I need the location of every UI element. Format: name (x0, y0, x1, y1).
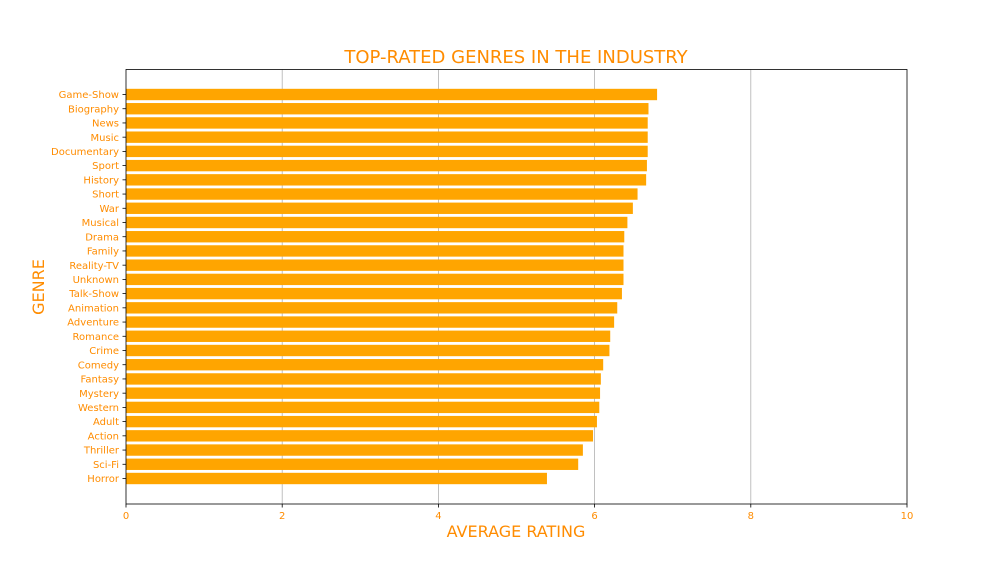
y-tick-label: Fantasy (81, 375, 120, 386)
bar (126, 145, 648, 158)
bar (126, 259, 624, 271)
bar (126, 458, 579, 470)
x-tick-label: 8 (748, 511, 754, 522)
y-tick-label: Drama (85, 232, 119, 243)
bar (126, 159, 647, 172)
y-tick-label: Documentary (51, 147, 119, 158)
bar (126, 188, 638, 200)
y-axis-label: GENRE (29, 259, 48, 315)
bar (126, 202, 633, 214)
y-tick-label: Western (78, 403, 119, 414)
bar (126, 103, 649, 115)
bar (126, 117, 648, 129)
y-tick-label: Sci-Fi (93, 460, 119, 471)
bar (126, 174, 647, 186)
bar (126, 273, 624, 286)
bar (126, 287, 622, 300)
y-tick-label: Action (88, 431, 119, 442)
y-tick-label: Biography (68, 104, 119, 115)
y-tick-label: Music (91, 133, 119, 144)
x-tick-label: 0 (123, 511, 129, 522)
bar (126, 359, 604, 371)
x-tick-label: 4 (435, 511, 441, 522)
y-tick-label: Adventure (67, 318, 119, 329)
y-tick-label: Short (92, 190, 119, 201)
y-tick-label: Mystery (79, 389, 119, 400)
y-tick-label: Crime (89, 346, 119, 357)
x-tick-label: 10 (901, 511, 914, 522)
bar (126, 401, 600, 414)
bar (126, 131, 648, 143)
x-tick-label: 6 (591, 511, 597, 522)
bar (126, 344, 610, 357)
plot-frame (125, 69, 908, 505)
bar (126, 373, 601, 385)
bar (126, 245, 624, 257)
bar (126, 316, 615, 328)
y-tick-label: Romance (73, 332, 119, 343)
y-tick-label: Game-Show (59, 90, 119, 101)
y-tick-label: News (92, 119, 119, 130)
bar (126, 430, 594, 442)
y-tick-label: Adult (93, 417, 119, 428)
y-tick-label: War (100, 204, 120, 215)
y-tick-labels: Game-Show Biography News Music Documentary Sp… (51, 90, 126, 485)
y-tick-label: Horror (87, 474, 120, 485)
chart-title: TOP-RATED GENRES IN THE INDUSTRY (343, 47, 688, 68)
bar (126, 216, 628, 229)
x-axis-label: AVERAGE RATING (447, 522, 586, 541)
bar (126, 415, 597, 428)
bar (126, 302, 618, 314)
y-tick-label: Talk-Show (68, 289, 119, 300)
y-tick-label: Thriller (83, 446, 120, 457)
bars (126, 88, 658, 485)
bar (126, 330, 611, 342)
y-tick-label: Family (87, 247, 119, 258)
y-tick-label: Comedy (78, 360, 119, 371)
y-tick-label: Sport (92, 161, 119, 172)
x-tick-labels: 0 2 4 6 8 10 (123, 504, 914, 522)
y-tick-label: Musical (82, 218, 119, 229)
y-tick-label: Animation (68, 303, 119, 314)
y-tick-label: Unknown (73, 275, 119, 286)
bar (126, 231, 625, 243)
y-tick-label: History (83, 175, 119, 186)
bar (126, 444, 583, 456)
bar (126, 472, 547, 485)
y-tick-label: Reality-TV (69, 261, 119, 272)
bar (126, 88, 658, 101)
bar (126, 387, 601, 399)
x-tick-label: 2 (279, 511, 285, 522)
